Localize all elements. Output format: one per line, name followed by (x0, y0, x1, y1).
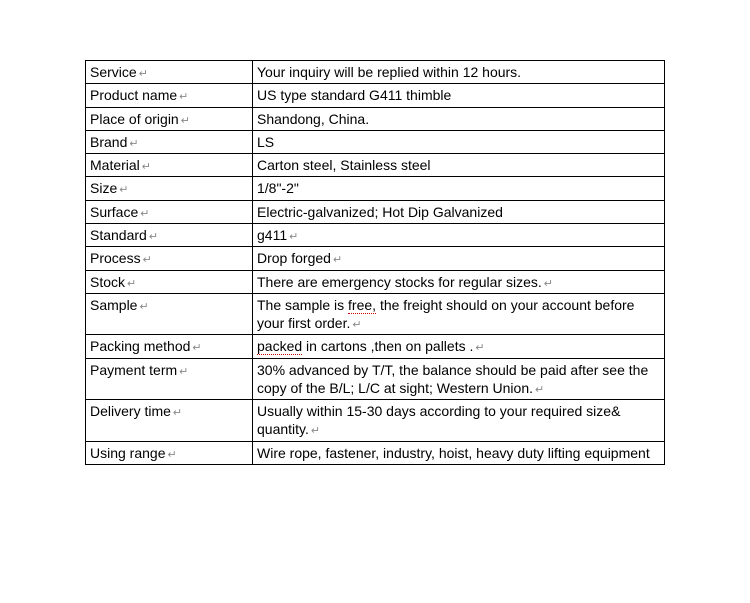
row-label-text: Product name (90, 87, 188, 103)
row-value: 30% advanced by T/T, the balance should … (253, 358, 665, 399)
product-spec-table-container: Service Your inquiry will be replied with… (85, 60, 665, 465)
row-label-text: Place of origin (90, 111, 190, 127)
row-value-part: packed (257, 338, 302, 355)
row-value: Carton steel, Stainless steel (253, 154, 665, 177)
row-label-text: Brand (90, 134, 139, 150)
row-value: Electric-galvanized; Hot Dip Galvanized (253, 200, 665, 223)
row-value: packed in cartons ,then on pallets . (253, 335, 665, 358)
table-row: Material Carton steel, Stainless steel (86, 154, 665, 177)
row-label: Sample (86, 293, 253, 334)
table-row: Place of origin Shandong, China. (86, 107, 665, 130)
row-label-text: Standard (90, 227, 158, 243)
row-value: g411 (253, 224, 665, 247)
row-value: LS (253, 130, 665, 153)
row-label: Size (86, 177, 253, 200)
table-row: Process Drop forged (86, 247, 665, 270)
table-row: Service Your inquiry will be replied with… (86, 61, 665, 84)
table-row: Brand LS (86, 130, 665, 153)
table-row: Product name US type standard G411 thimbl… (86, 84, 665, 107)
row-value-text: Electric-galvanized; Hot Dip Galvanized (257, 204, 503, 220)
table-row: Packing method packed in cartons ,then on… (86, 335, 665, 358)
row-value-text: Wire rope, fastener, industry, hoist, he… (257, 445, 650, 461)
row-label: Delivery time (86, 400, 253, 441)
row-label: Standard (86, 224, 253, 247)
row-value-text: Shandong, China. (257, 111, 369, 127)
row-value-part: The sample is (257, 297, 348, 313)
row-value-text: LS (257, 134, 274, 150)
table-body: Service Your inquiry will be replied with… (86, 61, 665, 465)
row-value: The sample is free, the freight should o… (253, 293, 665, 334)
row-label: Surface (86, 200, 253, 223)
row-label-text: Surface (90, 204, 149, 220)
row-value-text: 1/8"-2" (257, 180, 299, 196)
row-value-part: in cartons ,then on pallets . (302, 338, 473, 354)
table-row: Size 1/8"-2" (86, 177, 665, 200)
row-label: Payment term (86, 358, 253, 399)
table-row: Delivery time Usually within 15-30 days a… (86, 400, 665, 441)
row-label-text: Stock (90, 274, 136, 290)
row-label: Process (86, 247, 253, 270)
table-row: Using range Wire rope, fastener, industry… (86, 441, 665, 464)
row-value-text: US type standard G411 thimble (257, 87, 451, 103)
row-value-text: 30% advanced by T/T, the balance should … (257, 362, 648, 396)
row-value: Shandong, China. (253, 107, 665, 130)
table-row: Surface Electric-galvanized; Hot Dip Galv… (86, 200, 665, 223)
table-row: Sample The sample is free, the freight sh… (86, 293, 665, 334)
row-label: Brand (86, 130, 253, 153)
row-value: There are emergency stocks for regular s… (253, 270, 665, 293)
row-label-text: Sample (90, 297, 149, 313)
row-label-text: Service (90, 64, 148, 80)
row-label-text: Payment term (90, 362, 188, 378)
row-label-text: Packing method (90, 338, 202, 354)
row-label-text: Size (90, 180, 128, 196)
table-row: Stock There are emergency stocks for regu… (86, 270, 665, 293)
row-label: Place of origin (86, 107, 253, 130)
row-value-text: Your inquiry will be replied within 12 h… (257, 64, 521, 80)
row-label: Using range (86, 441, 253, 464)
return-mark-icon (350, 315, 361, 331)
product-spec-table: Service Your inquiry will be replied with… (85, 60, 665, 465)
row-value-text: Drop forged (257, 250, 342, 266)
row-value: Drop forged (253, 247, 665, 270)
row-value: US type standard G411 thimble (253, 84, 665, 107)
row-label: Product name (86, 84, 253, 107)
row-value-text: Carton steel, Stainless steel (257, 157, 431, 173)
row-label-text: Delivery time (90, 403, 182, 419)
row-value: Usually within 15-30 days according to y… (253, 400, 665, 441)
row-label-text: Material (90, 157, 151, 173)
row-value-text: g411 (257, 227, 298, 243)
return-mark-icon (473, 338, 484, 354)
row-value: Wire rope, fastener, industry, hoist, he… (253, 441, 665, 464)
row-label: Packing method (86, 335, 253, 358)
row-value: 1/8"-2" (253, 177, 665, 200)
row-value-text: Usually within 15-30 days according to y… (257, 403, 620, 437)
row-label: Material (86, 154, 253, 177)
row-value-part: free, (348, 297, 376, 314)
row-label: Service (86, 61, 253, 84)
row-label-text: Using range (90, 445, 177, 461)
row-label-text: Process (90, 250, 152, 266)
table-row: Payment term 30% advanced by T/T, the bal… (86, 358, 665, 399)
row-value: Your inquiry will be replied within 12 h… (253, 61, 665, 84)
row-label: Stock (86, 270, 253, 293)
table-row: Standard g411 (86, 224, 665, 247)
row-value-text: There are emergency stocks for regular s… (257, 274, 553, 290)
